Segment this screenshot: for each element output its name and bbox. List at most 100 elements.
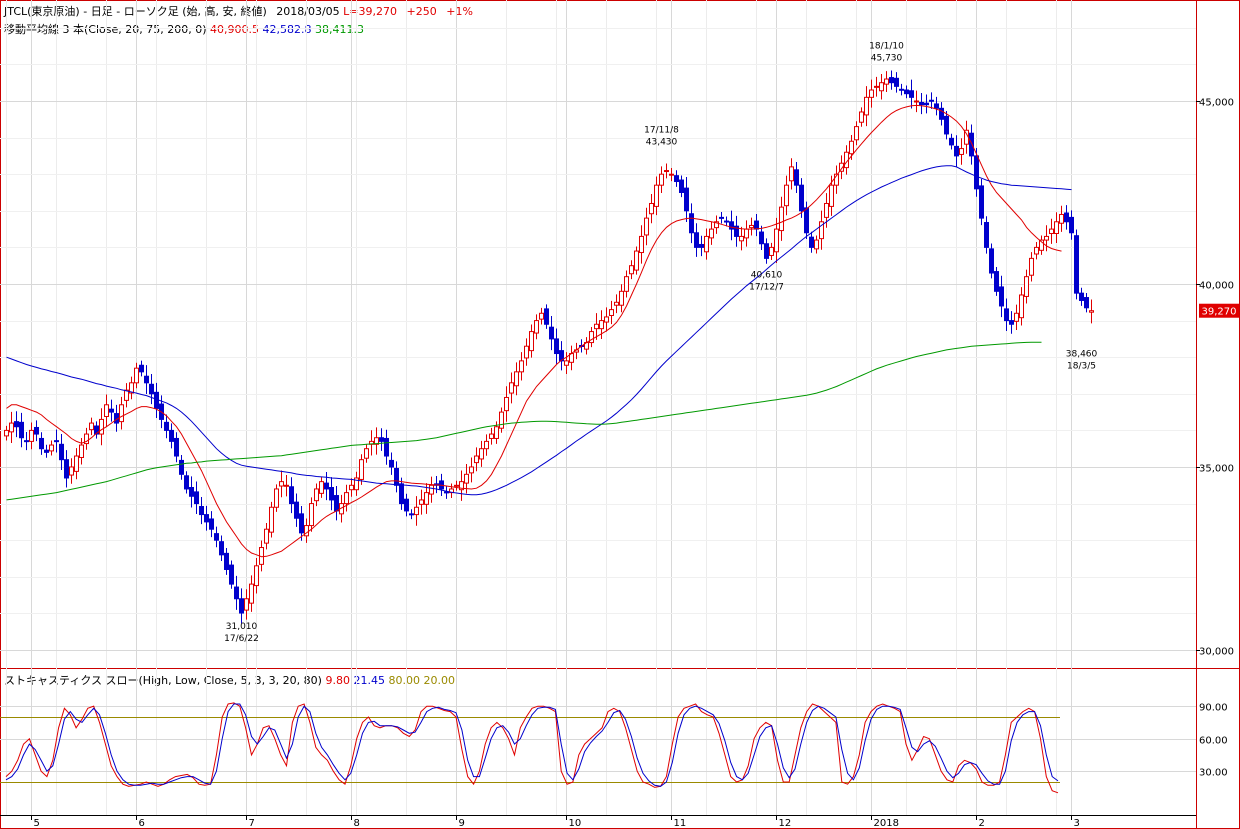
- candle: [54, 429, 59, 453]
- candle: [654, 176, 659, 216]
- candle: [19, 412, 24, 448]
- candle: [9, 411, 14, 444]
- x-tick-label: 8: [354, 818, 360, 829]
- candle: [564, 352, 569, 374]
- candle: [24, 431, 29, 451]
- candle: [419, 489, 424, 515]
- timeframe-label: 日足: [90, 5, 113, 18]
- candle: [1014, 304, 1019, 331]
- candle: [279, 470, 284, 498]
- annotation-date: 17/12/7: [749, 283, 784, 293]
- candle: [224, 547, 229, 575]
- candle: [274, 484, 279, 512]
- candle: [219, 535, 224, 562]
- candle: [144, 365, 149, 394]
- candle: [169, 423, 174, 449]
- candle: [254, 557, 259, 594]
- candle: [504, 386, 509, 422]
- candle: [469, 457, 474, 483]
- candle: [784, 175, 789, 216]
- annotation-date: 45,730: [871, 53, 903, 63]
- ma75-value: 42,582.8: [262, 23, 312, 36]
- candle: [924, 94, 929, 114]
- candle: [789, 158, 794, 190]
- annotation-value: 17/11/8: [644, 125, 679, 135]
- candle: [724, 216, 729, 227]
- candle: [444, 485, 449, 499]
- stoch-label: ストキャスティクス スロー(High, Low, Close, 5, 3, 3,…: [4, 674, 322, 687]
- candle: [249, 575, 254, 612]
- candle: [404, 493, 409, 517]
- candle: [764, 238, 769, 264]
- x-tick-label: 2: [979, 818, 985, 829]
- candle: [809, 231, 814, 253]
- candle: [984, 216, 989, 254]
- candle: [834, 165, 839, 194]
- candle: [479, 440, 484, 467]
- symbol-label: JTCL: [4, 5, 28, 18]
- candle: [89, 417, 94, 436]
- x-tick-label: 5: [34, 818, 40, 829]
- candle: [799, 178, 804, 218]
- candle: [1039, 235, 1044, 255]
- candle: [139, 360, 144, 377]
- candle: [29, 422, 34, 450]
- candle: [774, 217, 779, 263]
- candle: [454, 480, 459, 491]
- candle: [919, 92, 924, 115]
- candle: [734, 215, 739, 247]
- candle: [554, 328, 559, 364]
- candle: [1074, 229, 1079, 300]
- candle: [44, 444, 49, 458]
- candle: [229, 560, 234, 589]
- x-tick-label: 7: [249, 818, 255, 829]
- candle: [609, 300, 614, 325]
- candle: [994, 266, 999, 296]
- candle: [394, 461, 399, 493]
- candle: [759, 225, 764, 250]
- candle: [64, 450, 69, 488]
- ohlc-fields: (始, 高, 安, 終値): [182, 5, 267, 18]
- candle: [284, 474, 289, 497]
- candle: [1064, 205, 1069, 230]
- price-change: +250: [406, 5, 437, 18]
- candle: [559, 341, 564, 371]
- candle: [134, 362, 139, 389]
- candle: [149, 373, 154, 405]
- candle: [324, 471, 329, 501]
- candle: [544, 304, 549, 329]
- candle: [364, 444, 369, 463]
- candle: [289, 477, 294, 514]
- candle: [604, 307, 609, 332]
- candle: [674, 170, 679, 187]
- candle: [989, 243, 994, 279]
- candle: [409, 509, 414, 520]
- candle: [894, 72, 899, 93]
- candle: [689, 203, 694, 244]
- candle: [234, 575, 239, 610]
- candle: [864, 86, 869, 127]
- candle: [499, 407, 504, 433]
- candle: [914, 90, 919, 113]
- candle: [979, 178, 984, 226]
- candle: [1049, 218, 1054, 244]
- instrument-name: (東京原油): [27, 5, 80, 18]
- candle: [929, 92, 934, 109]
- y-tick-label: 30,000: [1199, 647, 1234, 658]
- candle: [939, 102, 944, 126]
- candle: [519, 352, 524, 381]
- candle: [744, 220, 749, 247]
- candle: [264, 522, 269, 550]
- annotation-value: 18/1/10: [869, 41, 904, 51]
- candle: [859, 107, 864, 127]
- candle: [954, 135, 959, 168]
- candle: [244, 589, 249, 620]
- candle: [959, 138, 964, 165]
- separator: -: [83, 5, 88, 18]
- candle: [14, 411, 19, 438]
- candle: [119, 396, 124, 430]
- annotation-value: 40,610: [751, 271, 783, 281]
- candle: [709, 222, 714, 245]
- candle: [459, 470, 464, 501]
